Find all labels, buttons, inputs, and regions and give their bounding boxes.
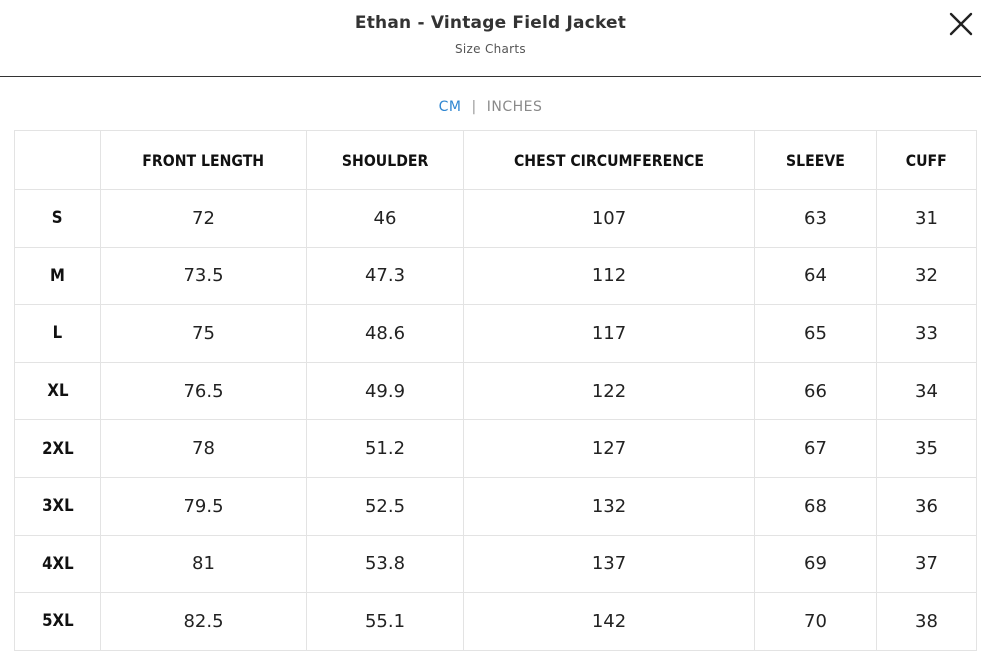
size-label: 4XL	[14, 534, 101, 594]
header-cell-sleeve: SLEEVE	[754, 130, 877, 190]
table-row: 2XL 78 51.2 127 67 35	[14, 419, 977, 478]
modal-subtitle: Size Charts	[455, 42, 526, 56]
size-label: 3XL	[14, 476, 101, 536]
size-label: 5XL	[14, 592, 101, 651]
table-cell: 32	[876, 246, 977, 306]
table-cell: 107	[463, 189, 755, 248]
table-cell: 36	[876, 476, 977, 536]
table-cell: 122	[463, 361, 755, 421]
table-cell: 112	[463, 246, 755, 306]
header-cell-front-length: FRONT LENGTH	[100, 130, 307, 190]
table-cell: 82.5	[100, 592, 307, 651]
table-cell: 63	[754, 189, 877, 248]
table-row: XL 76.5 49.9 122 66 34	[14, 361, 977, 421]
table-cell: 64	[754, 246, 877, 306]
table-cell: 78	[100, 419, 307, 478]
table-cell: 38	[876, 592, 977, 651]
table-cell: 127	[463, 419, 755, 478]
unit-separator: |	[471, 99, 477, 115]
unit-cm-tab[interactable]: CM	[438, 99, 462, 115]
size-chart-table: FRONT LENGTH SHOULDER CHEST CIRCUMFERENC…	[14, 130, 977, 651]
size-label: S	[14, 189, 101, 248]
close-button[interactable]	[946, 9, 976, 39]
close-icon	[949, 12, 973, 36]
header-cell-size	[14, 130, 101, 190]
table-cell: 37	[876, 534, 977, 594]
table-cell: 68	[754, 476, 877, 536]
table-cell: 66	[754, 361, 877, 421]
table-cell: 51.2	[306, 419, 464, 478]
table-cell: 142	[463, 592, 755, 651]
table-row: M 73.5 47.3 112 64 32	[14, 246, 977, 306]
table-cell: 65	[754, 304, 877, 363]
header-cell-cuff: CUFF	[876, 130, 977, 190]
table-row: S 72 46 107 63 31	[14, 189, 977, 248]
table-cell: 47.3	[306, 246, 464, 306]
size-label: 2XL	[14, 419, 101, 478]
table-cell: 137	[463, 534, 755, 594]
table-cell: 33	[876, 304, 977, 363]
table-cell: 53.8	[306, 534, 464, 594]
table-cell: 48.6	[306, 304, 464, 363]
table-cell: 81	[100, 534, 307, 594]
table-row: 3XL 79.5 52.5 132 68 36	[14, 476, 977, 536]
table-cell: 46	[306, 189, 464, 248]
table-cell: 117	[463, 304, 755, 363]
table-cell: 79.5	[100, 476, 307, 536]
table-cell: 73.5	[100, 246, 307, 306]
table-row: L 75 48.6 117 65 33	[14, 304, 977, 363]
table-cell: 55.1	[306, 592, 464, 651]
unit-toggle: CM | INCHES	[0, 99, 981, 115]
size-label: M	[14, 246, 101, 306]
table-row: 5XL 82.5 55.1 142 70 38	[14, 592, 977, 651]
table-cell: 35	[876, 419, 977, 478]
table-cell: 34	[876, 361, 977, 421]
header-cell-shoulder: SHOULDER	[306, 130, 464, 190]
modal-title: Ethan - Vintage Field Jacket	[354, 13, 627, 33]
table-row: 4XL 81 53.8 137 69 37	[14, 534, 977, 594]
table-header-row: FRONT LENGTH SHOULDER CHEST CIRCUMFERENC…	[14, 130, 977, 190]
modal-header: Ethan - Vintage Field Jacket Size Charts	[0, 0, 981, 77]
table-cell: 69	[754, 534, 877, 594]
table-cell: 72	[100, 189, 307, 248]
table-cell: 76.5	[100, 361, 307, 421]
header-cell-chest-circumference: CHEST CIRCUMFERENCE	[463, 130, 755, 190]
table-cell: 67	[754, 419, 877, 478]
table-cell: 70	[754, 592, 877, 651]
size-label: L	[14, 304, 101, 363]
table-cell: 75	[100, 304, 307, 363]
table-cell: 31	[876, 189, 977, 248]
size-label: XL	[14, 361, 101, 421]
table-cell: 132	[463, 476, 755, 536]
unit-inches-tab[interactable]: INCHES	[486, 99, 543, 115]
table-cell: 49.9	[306, 361, 464, 421]
table-cell: 52.5	[306, 476, 464, 536]
